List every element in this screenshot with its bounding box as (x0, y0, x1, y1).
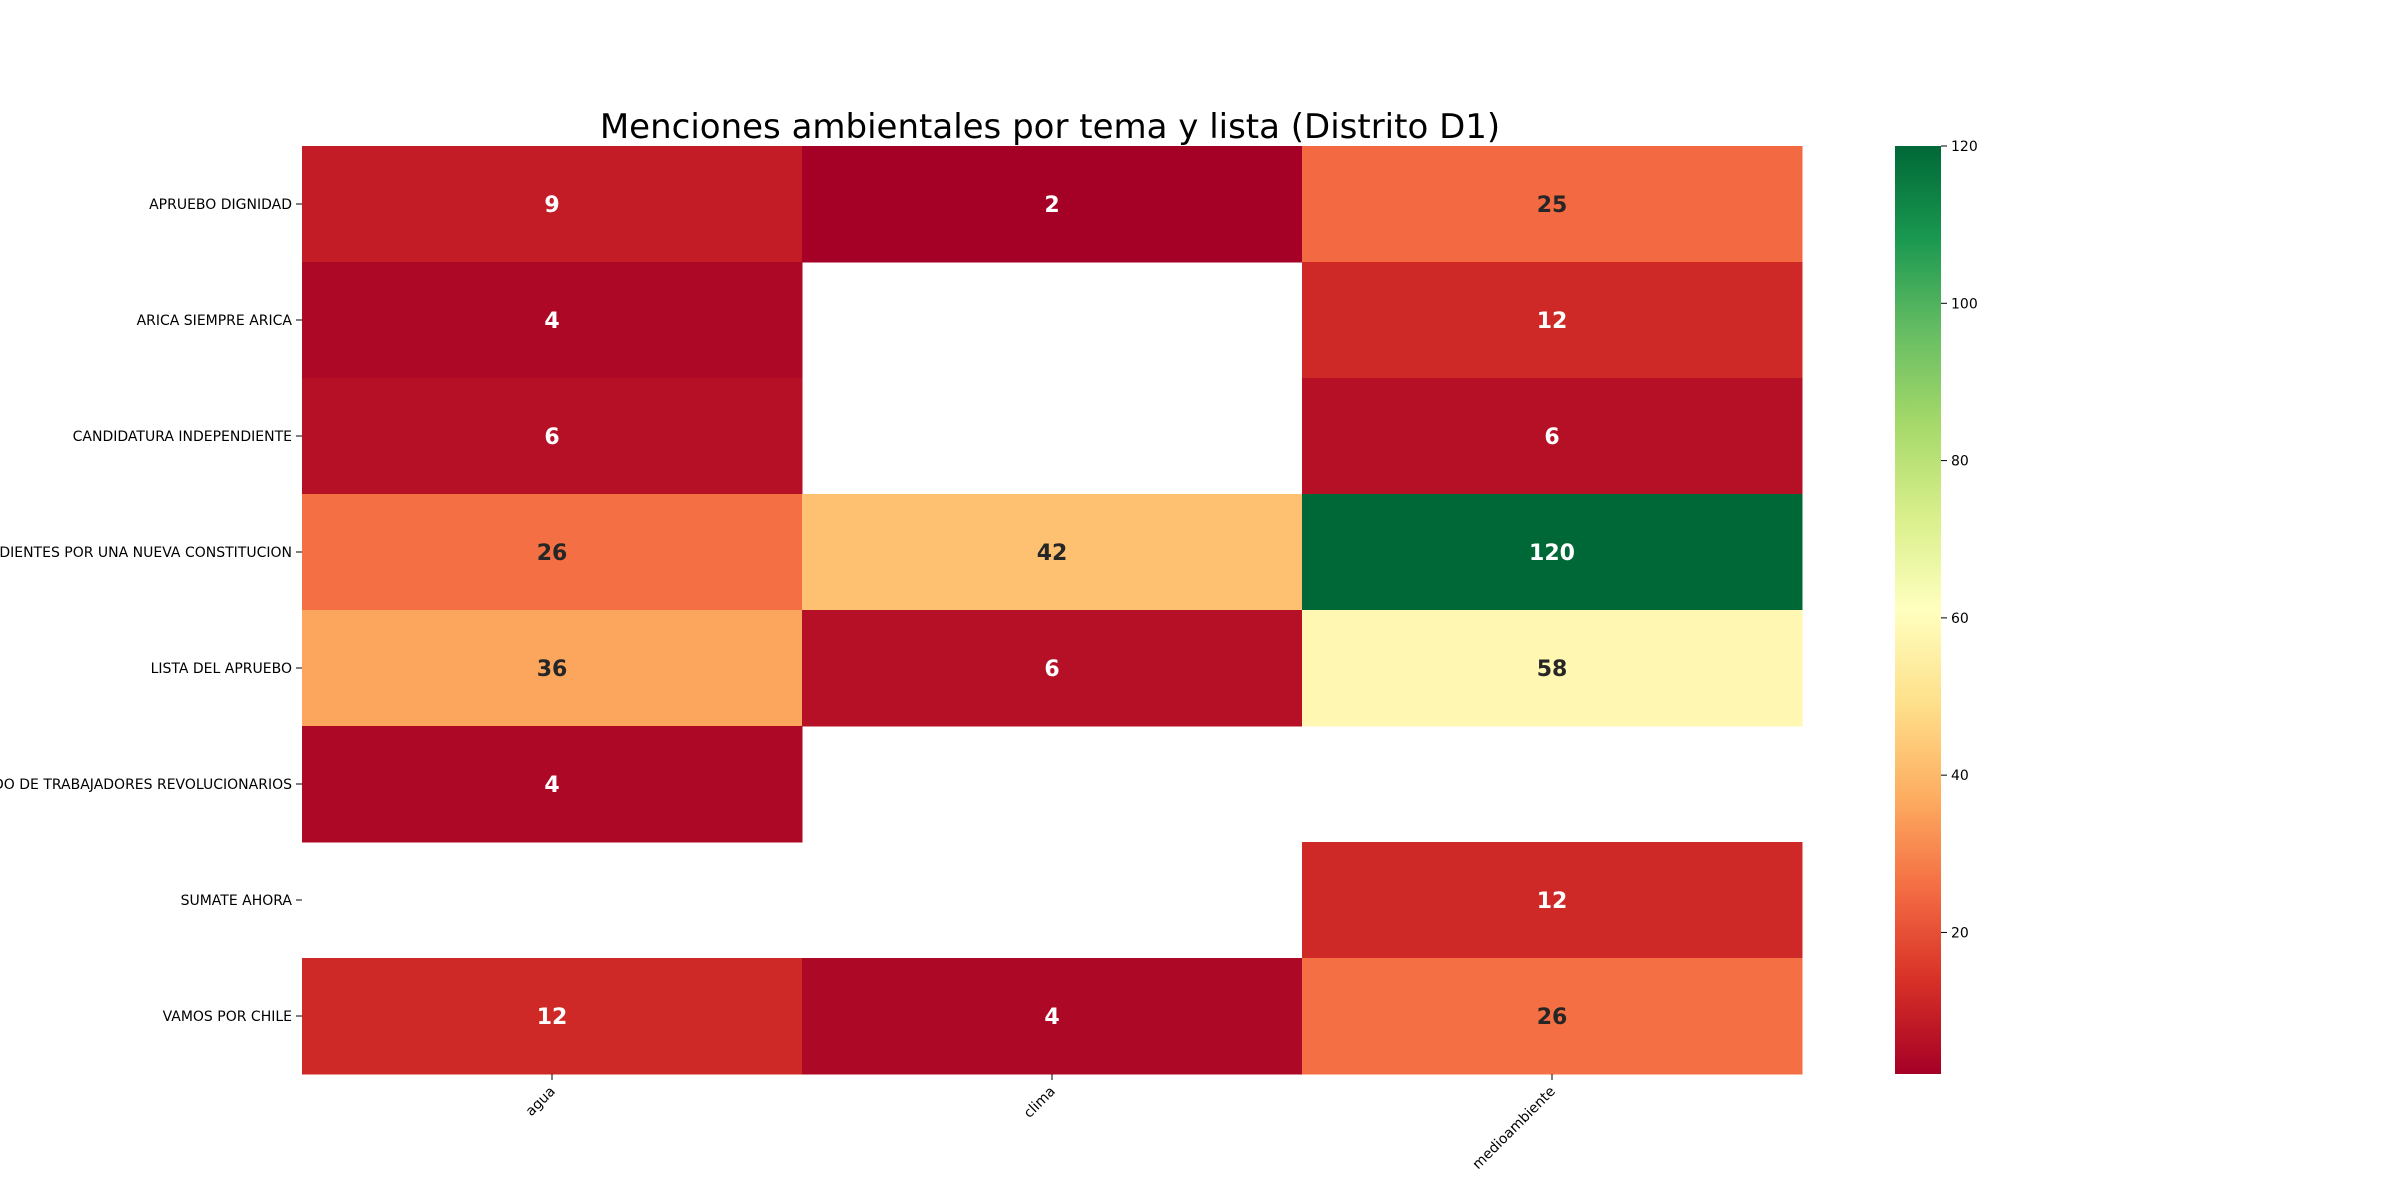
heatmap-cell (1302, 146, 1803, 263)
heatmap-cell (302, 958, 803, 1075)
cell-value-label: 9 (544, 193, 559, 218)
cell-value-label: 12 (1537, 889, 1568, 914)
y-tick-label: INDEPENDIENTES POR UNA NUEVA CONSTITUCIO… (0, 545, 292, 561)
heatmap-cell (1302, 842, 1803, 959)
cell-value-label: 26 (537, 541, 568, 566)
heatmap-cell (802, 146, 1303, 263)
colorbar-tick-label: 100 (1951, 296, 1978, 312)
cell-value-label: 26 (1537, 1005, 1568, 1030)
heatmap-cell (302, 494, 803, 611)
x-axis: agua clima medioambiente (523, 1074, 1559, 1173)
x-tick-label: medioambiente (1470, 1084, 1559, 1173)
x-tick-label: clima (1021, 1084, 1059, 1122)
heatmap-cell (802, 958, 1303, 1075)
cell-value-label: 4 (544, 309, 559, 334)
colorbar-tick-label: 60 (1951, 611, 1969, 627)
heatmap-cell (1302, 378, 1803, 495)
cell-value-label: 6 (1544, 425, 1559, 450)
y-tick-label: CANDIDATURA INDEPENDIENTE (73, 429, 292, 445)
heatmap-cell (302, 146, 803, 263)
colorbar-tick-label: 120 (1951, 139, 1978, 155)
y-tick-label: PARTIDO DE TRABAJADORES REVOLUCIONARIOS (0, 777, 292, 793)
y-tick-label: APRUEBO DIGNIDAD (149, 197, 292, 213)
heatmap-cell (1302, 494, 1803, 611)
heatmap-cell (302, 610, 803, 727)
cell-value-label: 6 (1044, 657, 1059, 682)
cell-value-label: 58 (1537, 657, 1568, 682)
heatmap-cell (1302, 958, 1803, 1075)
y-tick-label: ARICA SIEMPRE ARICA (137, 313, 293, 329)
heatmap-cell (302, 378, 803, 495)
cell-value-label: 120 (1529, 541, 1575, 566)
y-tick-label: SUMATE AHORA (181, 893, 293, 909)
cell-value-label: 42 (1037, 541, 1068, 566)
heatmap-cell (802, 610, 1303, 727)
heatmap-cells: 9 2 25 4 12 6 6 26 42 120 36 6 58 4 12 12 4 26 (302, 146, 1803, 1075)
cell-value-label: 4 (1044, 1005, 1059, 1030)
y-tick-label: VAMOS POR CHILE (163, 1009, 292, 1025)
heatmap-cell (1302, 610, 1803, 727)
x-tick-label: agua (523, 1084, 559, 1120)
heatmap-cell (302, 726, 803, 843)
cell-value-label: 12 (537, 1005, 568, 1030)
heatmap-cell (802, 494, 1303, 611)
colorbar-tick-label: 80 (1951, 454, 1969, 470)
cell-value-label: 6 (544, 425, 559, 450)
cell-value-label: 36 (537, 657, 568, 682)
heatmap-cell (1302, 262, 1803, 379)
y-axis: APRUEBO DIGNIDAD ARICA SIEMPRE ARICA CANDI… (0, 197, 302, 1025)
cell-value-label: 4 (544, 773, 559, 798)
cell-value-label: 2 (1044, 193, 1059, 218)
colorbar-tick-label: 20 (1951, 925, 1969, 941)
cell-value-label: 25 (1537, 193, 1568, 218)
heatmap-cell (302, 262, 803, 379)
colorbar: 20 40 60 80 100 120 (1895, 139, 1978, 1074)
chart-title: Menciones ambientales por tema y lista (… (600, 107, 1500, 147)
cell-value-label: 12 (1537, 309, 1568, 334)
colorbar-tick-label: 40 (1951, 768, 1969, 784)
y-tick-label: LISTA DEL APRUEBO (151, 661, 292, 677)
colorbar-gradient (1895, 146, 1941, 1074)
